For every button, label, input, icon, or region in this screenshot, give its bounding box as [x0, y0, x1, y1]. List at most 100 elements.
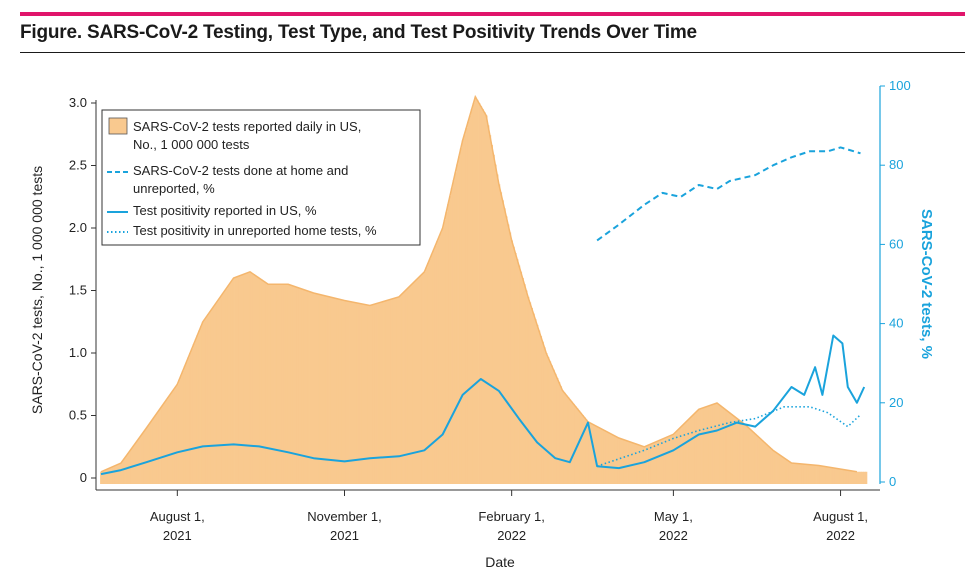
tests-bar: [463, 134, 466, 484]
tests-bar: [183, 366, 186, 484]
tests-bar: [143, 430, 146, 484]
tests-bar: [530, 308, 533, 484]
tests-bar: [661, 438, 664, 484]
tests-bar: [416, 278, 419, 484]
tests-bar: [694, 412, 697, 484]
tests-bar: [223, 290, 226, 484]
x-tick-label: November 1,: [307, 509, 381, 524]
tests-bar: [699, 408, 702, 484]
tests-bar: [697, 409, 701, 484]
tests-bar: [318, 294, 321, 484]
tests-bar: [772, 450, 775, 484]
tests-bar: [389, 299, 392, 484]
tests-bar: [180, 375, 183, 484]
tests-bar: [410, 284, 414, 484]
tests-bar: [568, 399, 572, 484]
tests-bar: [803, 464, 806, 484]
legend-bar-swatch: [108, 117, 128, 135]
tests-bar: [399, 294, 403, 484]
tests-bar: [627, 441, 630, 484]
tests-bar: [499, 192, 503, 485]
y-axis-label: SARS-CoV-2 tests, No., 1 000 000 tests: [29, 166, 45, 414]
tests-bar: [608, 433, 612, 484]
tests-bar: [670, 435, 673, 484]
tests-bar: [623, 439, 626, 484]
tests-bar: [779, 455, 782, 484]
tests-bar: [519, 271, 523, 484]
tests-bar: [398, 296, 401, 484]
left-tick-label: 2.5: [69, 158, 87, 173]
tests-bar: [439, 232, 443, 484]
tests-bar: [770, 448, 773, 484]
tests-bar: [567, 397, 570, 484]
tests-bar: [365, 304, 368, 484]
tests-bar: [617, 438, 621, 484]
tests-bar: [487, 125, 490, 485]
tests-bar: [401, 293, 404, 484]
tests-bar: [254, 275, 257, 484]
tests-bar: [370, 304, 374, 484]
tests-bar: [405, 289, 408, 484]
tests-bar: [545, 353, 548, 484]
tests-bar: [472, 103, 475, 484]
tests-bar: [467, 121, 470, 484]
tests-bar: [663, 438, 666, 484]
tests-bar: [498, 184, 501, 484]
tests-bar: [390, 298, 394, 484]
tests-bar: [766, 445, 770, 484]
tests-bar: [176, 384, 179, 484]
tests-bar: [158, 409, 161, 484]
tests-bar: [454, 172, 457, 484]
tests-bar: [730, 414, 733, 484]
tests-bar: [347, 301, 350, 484]
tests-bar: [427, 263, 430, 484]
tests-bar: [265, 283, 268, 484]
tests-bar: [356, 303, 359, 484]
tests-bar: [826, 466, 830, 484]
tests-bar: [852, 471, 855, 484]
tests-bar: [218, 298, 221, 484]
tests-bar: [227, 285, 230, 484]
left-tick-label: 3.0: [69, 95, 87, 110]
tests-bar: [648, 444, 652, 484]
tests-bar: [298, 288, 301, 484]
tests-bar: [107, 468, 110, 484]
x-tick-label: August 1,: [150, 509, 205, 524]
tests-bar: [728, 412, 732, 484]
tests-bar: [554, 373, 557, 484]
tests-bar: [563, 392, 566, 484]
tests-bar: [109, 467, 112, 484]
tests-bar: [523, 284, 526, 484]
tests-bar: [552, 369, 555, 484]
series-line-solid: [100, 334, 866, 476]
tests-bar: [481, 109, 484, 484]
tests-bar: [121, 460, 125, 484]
tests-bar: [588, 422, 592, 484]
tests-bar: [358, 303, 361, 484]
tests-bar: [768, 447, 772, 484]
accent-rule: [20, 12, 965, 16]
tests-bar: [170, 391, 174, 484]
x-tick-label: August 1,: [813, 509, 868, 524]
tests-bar: [138, 438, 141, 484]
tests-bar: [610, 434, 613, 484]
tests-bar: [474, 96, 477, 484]
tests-bar: [681, 425, 684, 484]
tests-bar: [538, 330, 541, 484]
tests-bar: [452, 180, 455, 485]
tests-bar: [710, 404, 713, 484]
tests-bar: [296, 287, 299, 484]
tests-bar: [394, 297, 397, 484]
tests-bar: [548, 361, 552, 484]
tests-bar: [216, 301, 219, 484]
left-tick-label: 2.0: [69, 220, 87, 235]
tests-bar: [819, 465, 822, 484]
tests-bar: [294, 286, 297, 484]
legend: SARS-CoV-2 tests reported daily in US, N…: [101, 109, 421, 246]
tests-bar: [160, 407, 163, 484]
tests-bar: [374, 303, 377, 484]
tests-bar: [430, 254, 434, 484]
tests-bar: [863, 471, 866, 484]
tests-bar: [825, 466, 828, 484]
x-tick-label-year: 2022: [497, 528, 526, 543]
